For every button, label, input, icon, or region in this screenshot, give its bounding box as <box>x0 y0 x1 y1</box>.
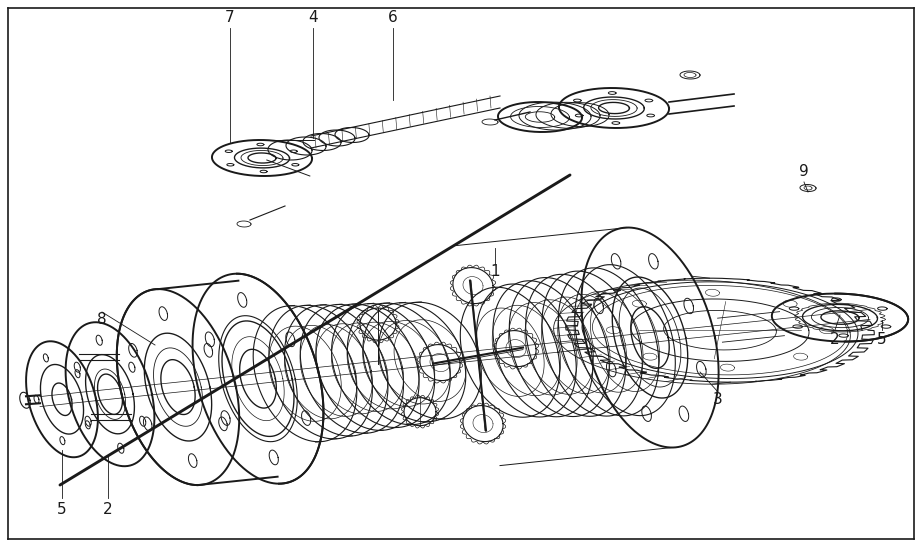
Text: 5: 5 <box>877 333 887 347</box>
Text: 1: 1 <box>491 265 500 280</box>
Text: 2: 2 <box>103 503 112 517</box>
Text: 8: 8 <box>97 312 107 328</box>
Text: 5: 5 <box>57 503 66 517</box>
Text: 3: 3 <box>713 393 723 408</box>
Text: 6: 6 <box>388 10 398 26</box>
Text: 9: 9 <box>799 165 809 179</box>
Text: 2: 2 <box>830 333 840 347</box>
Text: 4: 4 <box>308 10 318 26</box>
Text: 7: 7 <box>225 10 235 26</box>
